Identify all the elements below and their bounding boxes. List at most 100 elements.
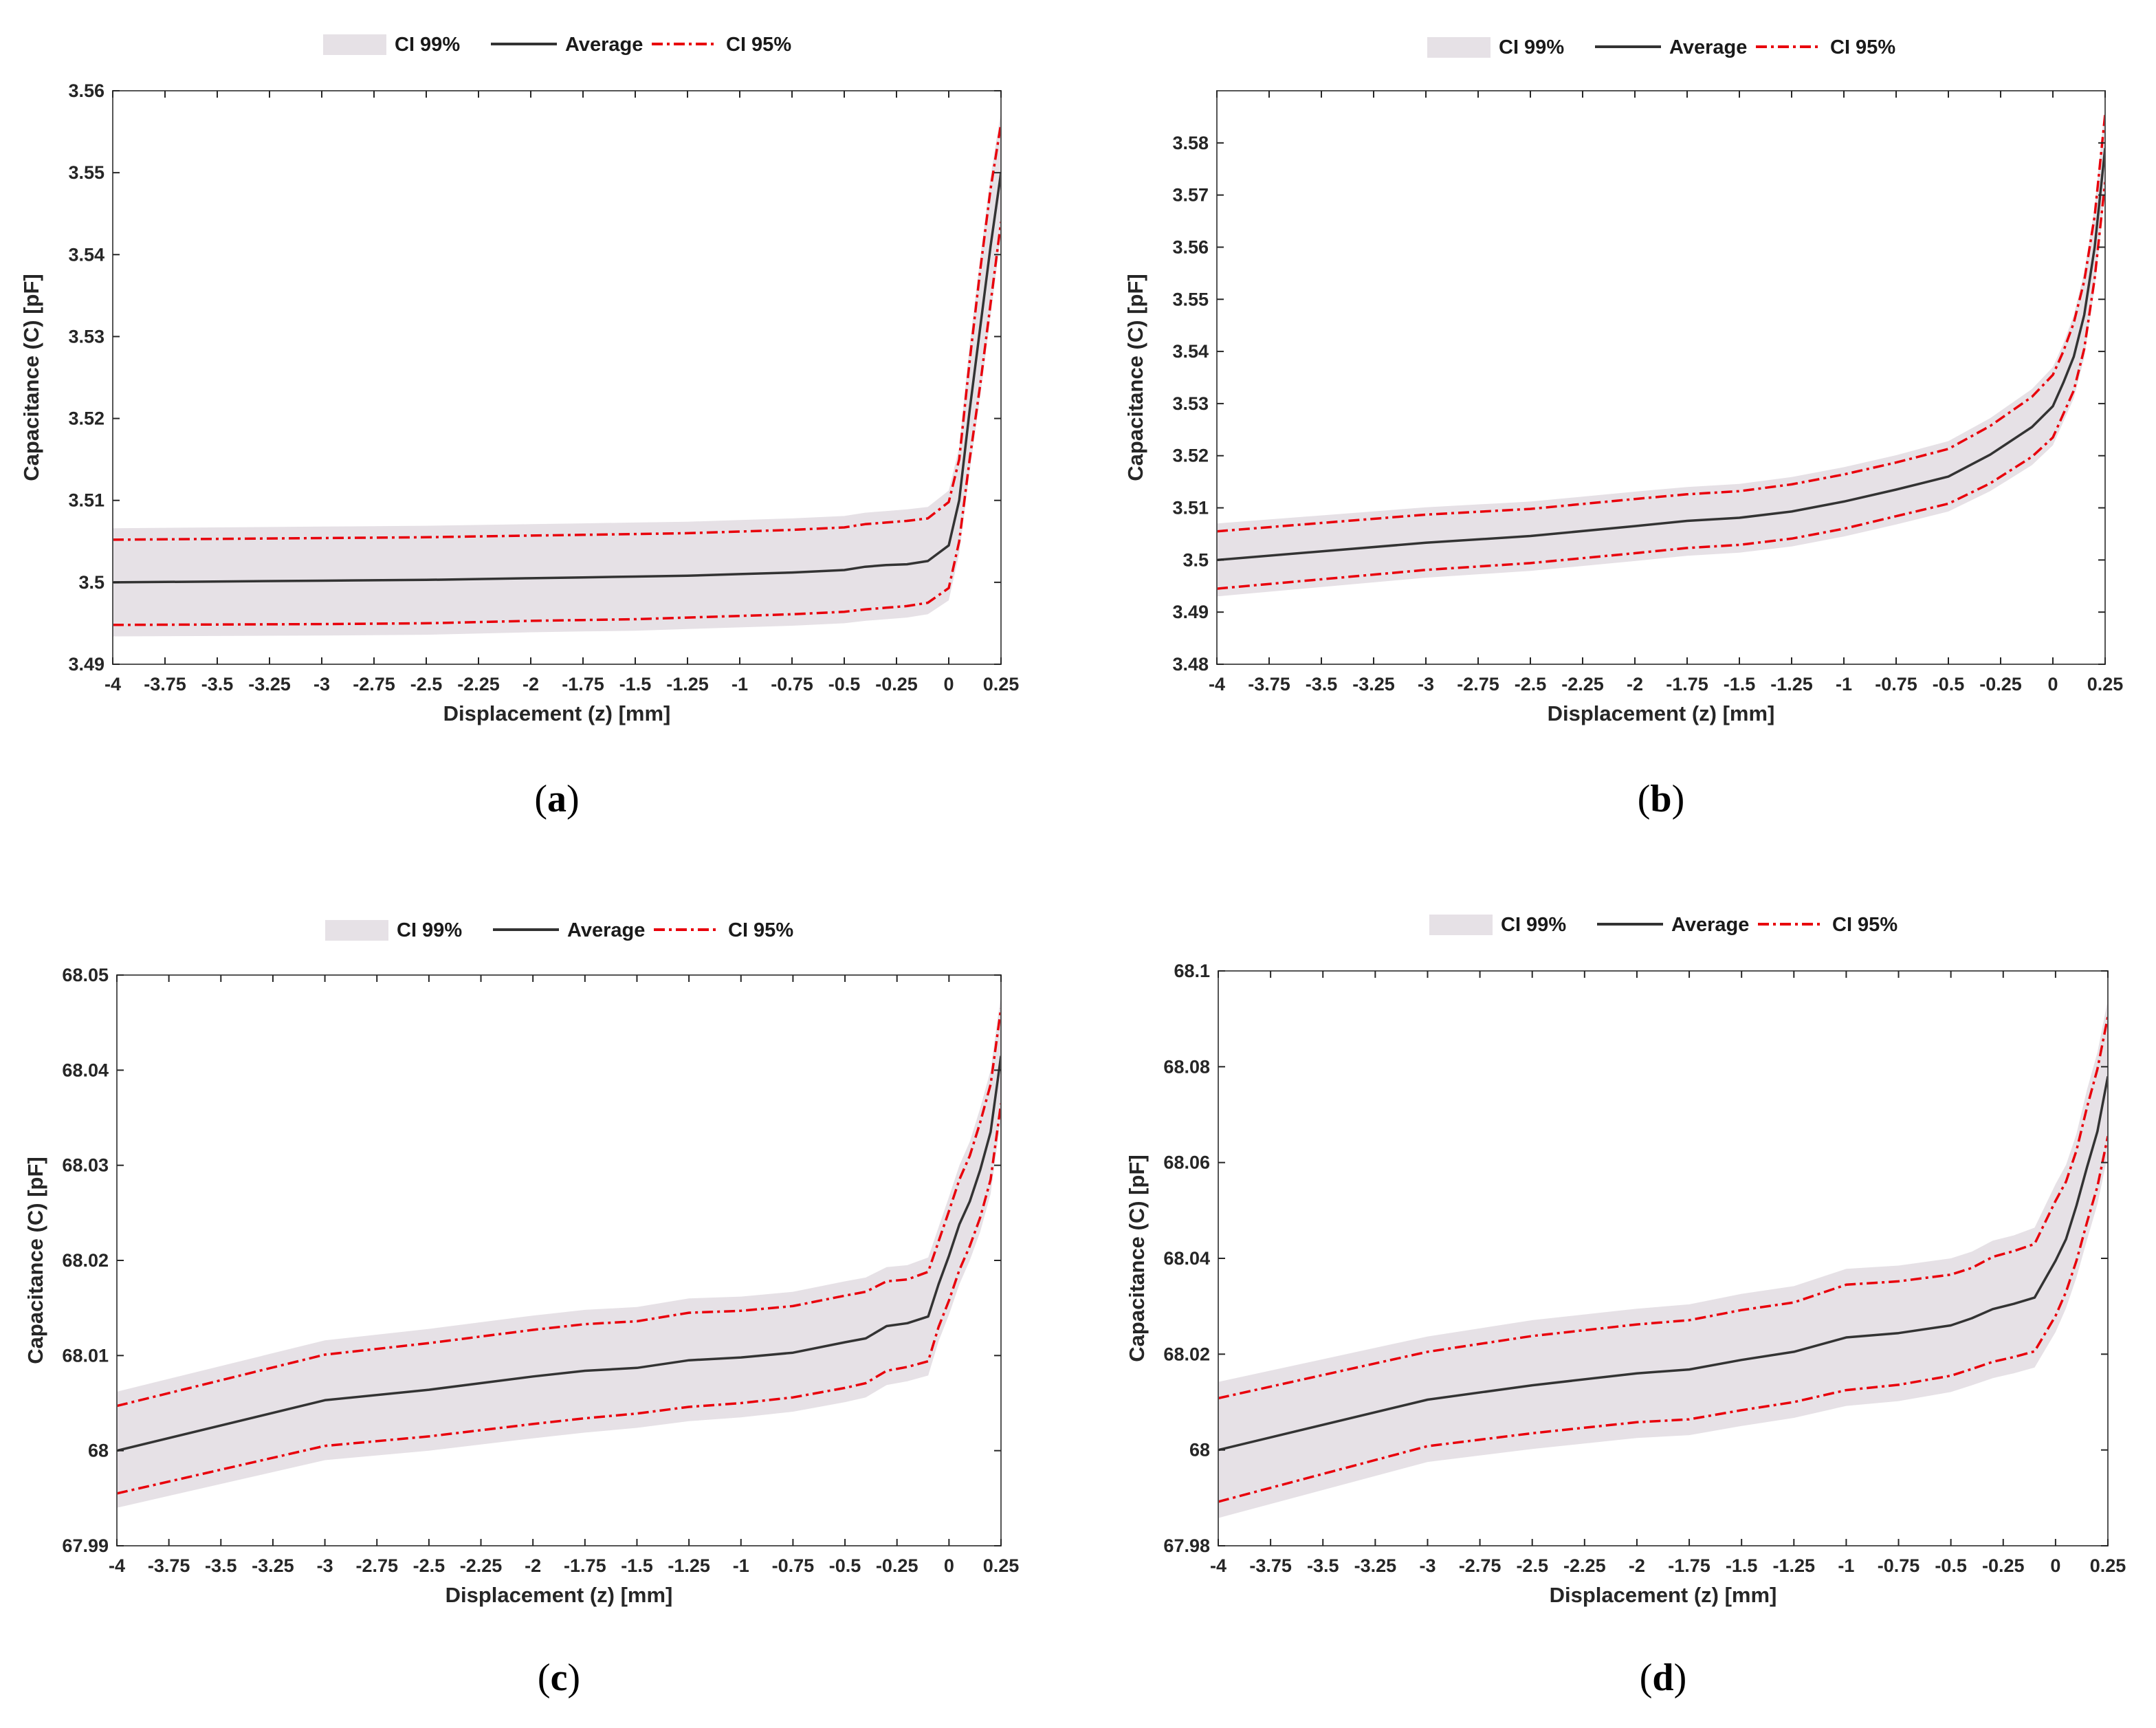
legend-ci99-swatch: [1427, 37, 1490, 58]
ci99-band: [1218, 999, 2108, 1518]
x-tick-label: -2.25: [1561, 674, 1604, 695]
ci95-lower-line: [1218, 1135, 2108, 1503]
legend-ci99-label: CI 99%: [1501, 914, 1566, 936]
legend: CI 99% Average CI 95%: [323, 34, 791, 56]
y-axis-label: Capacitance (C) [pF]: [19, 274, 43, 481]
x-tick-label: -1.25: [668, 1555, 710, 1576]
legend-ci99-swatch: [1429, 915, 1493, 935]
x-tick-label: -0.75: [771, 674, 813, 695]
x-axis-label: Displacement (z) [mm]: [1548, 701, 1775, 725]
x-tick-label: -0.5: [1935, 1555, 1967, 1576]
chart-panel-b: CI 99% Average CI 95% -4 -3.75 -3.5 -3.25 -3 -2.…: [1123, 36, 2123, 820]
x-tick-label: -1.75: [562, 674, 604, 695]
x-tick-label: 0.25: [983, 1555, 1020, 1576]
y-tick-label: 3.56: [1172, 237, 1209, 257]
panel-caption: (d): [1640, 1656, 1686, 1699]
panel-caption: (c): [538, 1656, 580, 1699]
plot-frame: [1216, 90, 2106, 665]
y-tick-label: 3.51: [1172, 498, 1209, 518]
x-tick-label: -1.5: [1726, 1555, 1758, 1576]
x-tick-label: -3.25: [1354, 1555, 1397, 1576]
x-tick-label: -2.75: [1457, 674, 1499, 695]
x-tick-label: -1.5: [1724, 674, 1756, 695]
x-tick-label: -0.75: [1878, 1555, 1920, 1576]
legend: CI 99% Average CI 95%: [1429, 914, 1898, 936]
y-tick-label: 3.56: [68, 80, 104, 101]
x-axis-label: Displacement (z) [mm]: [443, 701, 671, 725]
x-tick-label: -3.25: [252, 1555, 294, 1576]
x-tick-label: -3.75: [1249, 1555, 1292, 1576]
x-tick-label: -2.5: [1516, 1555, 1548, 1576]
x-tick-label: 0: [2050, 1555, 2060, 1576]
x-tick-label: -2.25: [457, 674, 500, 695]
x-tick-label: -3.5: [1307, 1555, 1339, 1576]
x-tick-label: -4: [1209, 674, 1225, 695]
x-tick-label: -3.75: [144, 674, 186, 695]
legend-average-label: Average: [1669, 36, 1747, 58]
caption-letter: a: [547, 778, 566, 820]
caption-close-paren: ): [1674, 1656, 1687, 1699]
y-tick-label: 3.5: [1182, 549, 1209, 570]
legend-ci99-swatch: [325, 920, 388, 941]
legend-ci99-label: CI 99%: [1499, 36, 1564, 58]
chart-panel-d: CI 99% Average CI 95% -4 -3.75 -3.5 -3.25 -3 -2.…: [1125, 914, 2126, 1699]
y-tick-label: 68.05: [62, 965, 109, 985]
caption-close-paren: ): [567, 1656, 580, 1699]
y-tick-label: 3.55: [1172, 289, 1209, 309]
y-tick-label: 68: [1189, 1440, 1210, 1461]
x-tick-label: -3.25: [248, 674, 291, 695]
x-tick-label: -1.75: [564, 1555, 606, 1576]
x-tick-label: -1.75: [1666, 674, 1708, 695]
x-tick-label: -3: [317, 1555, 333, 1576]
x-tick-label: -3.5: [205, 1555, 237, 1576]
x-tick-label: -2.25: [460, 1555, 503, 1576]
y-tick-label: 67.98: [1163, 1535, 1210, 1556]
ci95-upper-line: [1218, 1016, 2108, 1400]
legend-ci95-label: CI 95%: [1830, 36, 1895, 58]
legend-ci95-label: CI 95%: [726, 34, 791, 56]
ci95-lower-line: [113, 221, 1001, 626]
y-tick-label: 3.54: [1172, 341, 1209, 362]
x-tick-label: -0.25: [876, 1555, 918, 1576]
x-tick-label: -1: [1838, 1555, 1854, 1576]
average-line: [1217, 148, 2105, 562]
y-tick-label: 3.49: [68, 654, 104, 675]
legend-average-label: Average: [1671, 914, 1749, 936]
x-tick-label: -3: [314, 674, 330, 695]
y-axis-label: Capacitance (C) [pF]: [1125, 1155, 1149, 1361]
x-tick-label: -1.75: [1668, 1555, 1710, 1576]
x-tick-label: -1.25: [666, 674, 709, 695]
y-tick-label: 3.53: [1172, 393, 1209, 414]
y-tick-label: 3.5: [78, 572, 104, 593]
x-tick-label: -3: [1419, 1555, 1436, 1576]
y-tick-label: 3.57: [1172, 185, 1209, 206]
legend-average-label: Average: [565, 34, 643, 56]
y-tick-label: 67.99: [62, 1535, 109, 1556]
x-tick-label: 0: [943, 674, 954, 695]
legend: CI 99% Average CI 95%: [325, 919, 793, 941]
x-tick-label: 0.25: [2090, 1555, 2126, 1576]
plot-area: [117, 994, 1001, 1508]
x-tick-label: -2: [525, 1555, 541, 1576]
x-tick-label: -2.75: [1459, 1555, 1502, 1576]
x-tick-label: -1.25: [1770, 674, 1813, 695]
x-tick-label: -2: [522, 674, 539, 695]
x-tick-label: -0.5: [829, 1555, 861, 1576]
x-tick-label: -2.75: [355, 1555, 398, 1576]
y-tick-label: 3.49: [1172, 602, 1209, 622]
legend-ci99-label: CI 99%: [397, 919, 462, 941]
plot-area: [1217, 105, 2105, 597]
x-tick-label: -3.75: [1248, 674, 1290, 695]
x-tick-label: -2.5: [1515, 674, 1547, 695]
y-tick-label: 68.08: [1163, 1056, 1210, 1077]
ci99-band: [1217, 105, 2105, 597]
x-tick-label: 0: [944, 1555, 954, 1576]
ci95-upper-line: [113, 123, 1001, 541]
average-line: [113, 172, 1001, 584]
caption-letter: c: [551, 1656, 568, 1699]
x-tick-label: -1: [732, 674, 748, 695]
caption-open-paren: (: [1638, 778, 1651, 820]
x-tick-label: -2.5: [410, 674, 443, 695]
y-tick-label: 3.48: [1172, 654, 1209, 675]
x-tick-label: -3.75: [148, 1555, 190, 1576]
